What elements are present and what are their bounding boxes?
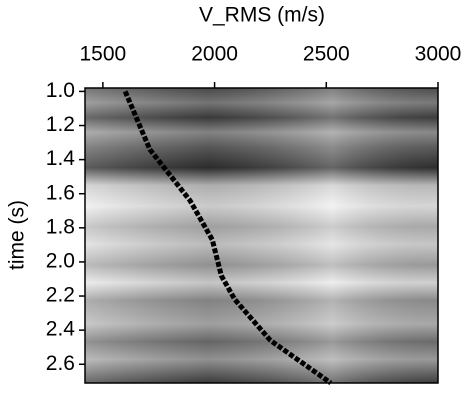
y-axis-label: time (s) [6, 200, 29, 270]
plot-frame [84, 87, 439, 384]
y-tick-label: 1.0 [46, 79, 75, 102]
semblance-shade [85, 88, 438, 383]
y-tick-label: 1.8 [46, 215, 75, 238]
x-axis-label: V_RMS (m/s) [199, 4, 325, 27]
x-tick-label: 2500 [303, 43, 350, 66]
y-tick-label: 2.2 [46, 284, 75, 307]
y-tick-label: 2.6 [46, 352, 75, 375]
picked-velocity [122, 90, 333, 386]
x-tick-label: 2000 [191, 43, 238, 66]
y-tick-label: 1.6 [46, 181, 75, 204]
y-tick-label: 1.4 [46, 147, 76, 170]
y-tick-label: 2.0 [46, 249, 75, 272]
y-tick-label: 2.4 [46, 318, 76, 341]
x-tick-label: 3000 [415, 43, 462, 66]
x-tick-label: 1500 [80, 43, 127, 66]
y-tick-label: 1.2 [46, 113, 75, 136]
